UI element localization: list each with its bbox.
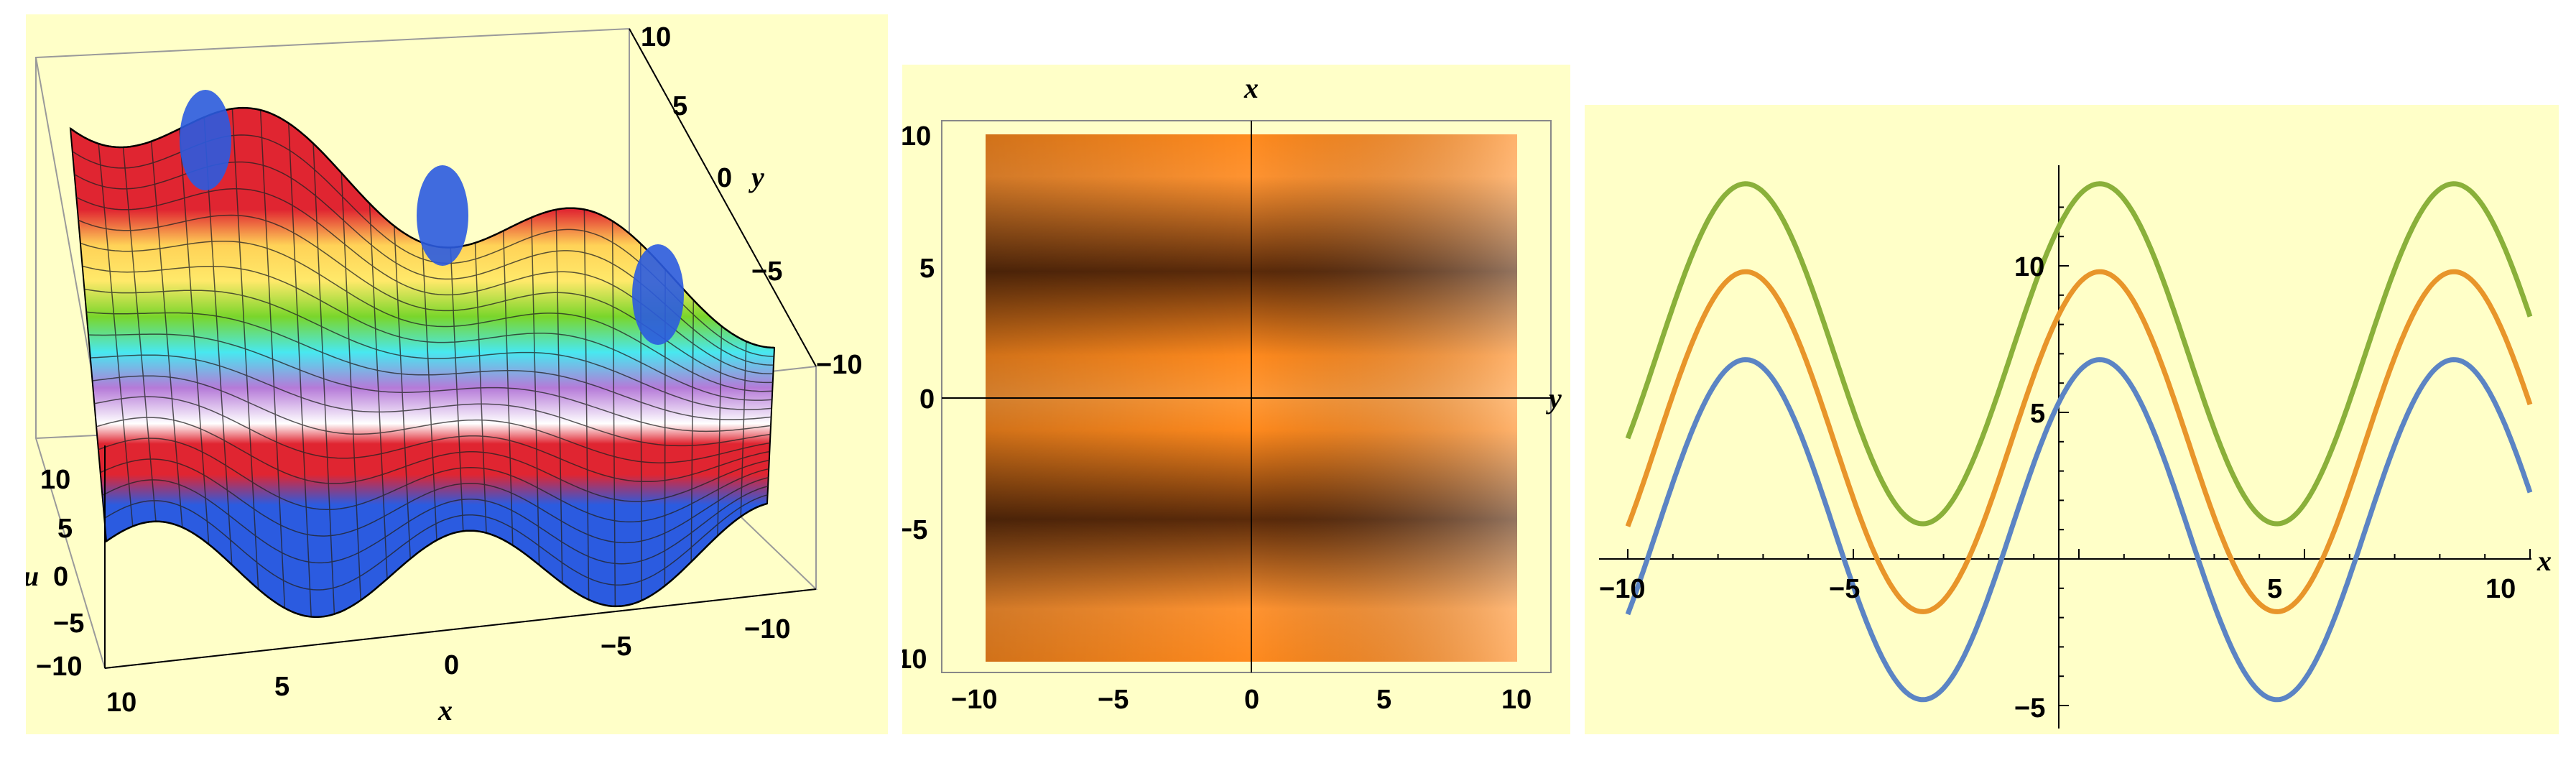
z-tick-label: −10 <box>36 652 82 682</box>
series-line-1 <box>1625 357 2533 703</box>
y-axis: 10 5 0 y −5 −10 <box>629 22 862 380</box>
surface-depression <box>417 165 468 266</box>
x-tick-label: 10 <box>106 688 136 718</box>
surface-plot-panel: 10 5 0 y −5 −10 10 5 0 u −5 −10 10 5 0 x… <box>26 14 888 734</box>
y-tick-label: 5 <box>672 91 687 121</box>
left-ticks: 10 5 0 −5 −10 <box>902 121 935 675</box>
x-tick-label: −5 <box>1829 574 1860 604</box>
mesh-line <box>340 172 361 601</box>
line-plot-panel: x −10 −5 5 10 10 5 −5 <box>1585 105 2559 734</box>
surface-plot: 10 5 0 y −5 −10 10 5 0 u −5 −10 10 5 0 x… <box>26 22 862 726</box>
mesh-line <box>231 108 259 589</box>
surface-bottom-edge <box>106 502 768 619</box>
z-tick-label: −5 <box>53 609 84 639</box>
x-tick-label: 5 <box>274 672 289 702</box>
left-tick-label: 0 <box>919 384 935 415</box>
x-tick-label: −10 <box>744 614 790 644</box>
y-tick-label: 5 <box>2030 399 2045 429</box>
y-tick-label: −5 <box>751 256 782 287</box>
mesh-line <box>98 143 134 527</box>
y-tick-label: −5 <box>2014 693 2045 723</box>
mesh-line <box>422 242 437 540</box>
x-axis-label: x <box>437 694 453 726</box>
bottom-tick-label: 10 <box>1501 685 1532 715</box>
bottom-tick-label: 0 <box>1244 685 1259 715</box>
surface-depressions <box>180 90 684 345</box>
x-axis: 10 5 0 x −5 −10 <box>104 588 817 726</box>
mesh-line <box>259 110 286 609</box>
bottom-tick-label: −5 <box>1098 685 1129 715</box>
bottom-tick-label: 5 <box>1376 685 1391 715</box>
left-tick-label: −5 <box>902 515 927 545</box>
z-tick-label: 10 <box>40 465 70 495</box>
x-axis-label: x <box>1243 72 1259 104</box>
mesh-line <box>740 341 747 517</box>
series-group <box>1625 181 2533 703</box>
mesh-line <box>288 123 312 617</box>
mesh-line <box>450 247 464 532</box>
bottom-tick-label: −10 <box>951 685 997 715</box>
surface-depression <box>632 244 684 345</box>
series-line-3 <box>1625 181 2533 527</box>
z-axis: 10 5 0 u −5 −10 <box>26 445 106 682</box>
y-tick-label: −10 <box>816 350 862 380</box>
mesh-line <box>474 242 487 533</box>
left-tick-label: 10 <box>902 121 931 152</box>
mesh-line <box>531 217 540 565</box>
plot-frame <box>941 120 1552 673</box>
mesh-line <box>179 129 210 545</box>
mesh-line <box>717 325 723 536</box>
y-axis-label: y <box>1546 382 1562 415</box>
mesh-line <box>611 221 616 606</box>
mesh-line <box>150 141 183 528</box>
mesh-line <box>502 231 514 546</box>
y-tick-label: 0 <box>717 163 732 193</box>
line-plot: x −10 −5 5 10 10 5 −5 <box>1599 165 2552 729</box>
x-tick-label: −10 <box>1599 574 1645 604</box>
mesh-line <box>583 209 590 600</box>
x-tick-marks <box>1627 549 2531 559</box>
y-tick-label: 10 <box>2014 252 2044 282</box>
surface-depression <box>180 90 231 190</box>
y-tick-label: 10 <box>641 22 671 52</box>
z-tick-label: 5 <box>57 514 73 544</box>
mesh-line <box>369 203 388 579</box>
mesh-line <box>312 143 335 614</box>
mesh-line <box>555 209 563 583</box>
density-plot-panel: x y 10 5 0 −5 −10 −10 −5 0 5 10 <box>902 65 1570 734</box>
x-tick-label: 10 <box>2485 574 2516 604</box>
density-plot: x y 10 5 0 −5 −10 −10 −5 0 5 10 <box>902 72 1562 715</box>
left-tick-label: −10 <box>902 644 927 675</box>
mesh-line <box>394 226 411 559</box>
y-tick-marks <box>2059 206 2069 706</box>
x-tick-label: −5 <box>601 632 631 662</box>
y-axis-label: y <box>749 161 764 193</box>
mesh-line <box>122 147 157 522</box>
mesh-line <box>690 300 695 563</box>
x-tick-label: 0 <box>444 650 459 680</box>
x-axis-label: x <box>2536 545 2552 577</box>
mesh-line <box>203 117 233 565</box>
bottom-ticks: −10 −5 0 5 10 <box>951 685 1532 715</box>
series-line-2 <box>1625 269 2533 614</box>
left-tick-label: 5 <box>919 254 935 284</box>
z-tick-label: 0 <box>53 562 68 592</box>
x-tick-label: 5 <box>2267 574 2282 604</box>
z-axis-label: u <box>26 560 39 592</box>
